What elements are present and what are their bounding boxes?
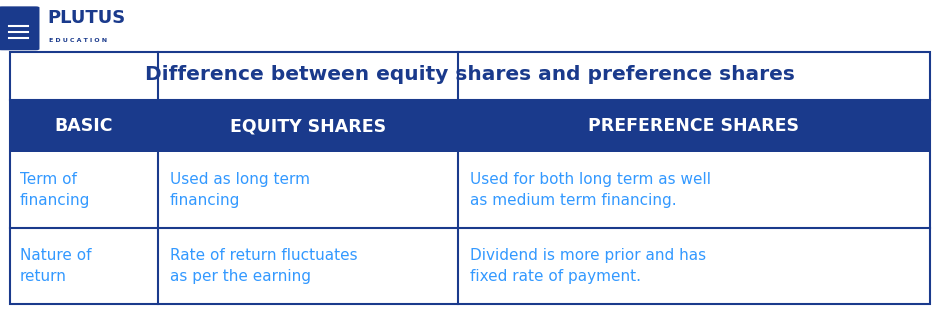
- Text: E D U C A T I O N: E D U C A T I O N: [49, 38, 107, 43]
- Text: Difference between equity shares and preference shares: Difference between equity shares and pre…: [145, 65, 795, 84]
- Text: Used as long term
financing: Used as long term financing: [170, 172, 310, 208]
- Bar: [10, 52, 930, 304]
- Text: PLUTUS: PLUTUS: [47, 10, 125, 28]
- Bar: [10, 152, 930, 228]
- Text: Dividend is more prior and has
fixed rate of payment.: Dividend is more prior and has fixed rat…: [470, 248, 706, 284]
- Text: Used for both long term as well
as medium term financing.: Used for both long term as well as mediu…: [470, 172, 711, 208]
- Text: BASIC: BASIC: [55, 117, 113, 135]
- Text: EQUITY SHARES: EQUITY SHARES: [230, 117, 386, 135]
- Bar: [10, 100, 930, 152]
- Bar: [10, 52, 930, 98]
- Bar: [10, 228, 930, 304]
- FancyBboxPatch shape: [0, 6, 39, 50]
- Text: Term of
financing: Term of financing: [20, 172, 90, 208]
- Text: PREFERENCE SHARES: PREFERENCE SHARES: [588, 117, 800, 135]
- Text: Nature of
return: Nature of return: [20, 248, 91, 284]
- Text: Rate of return fluctuates
as per the earning: Rate of return fluctuates as per the ear…: [170, 248, 357, 284]
